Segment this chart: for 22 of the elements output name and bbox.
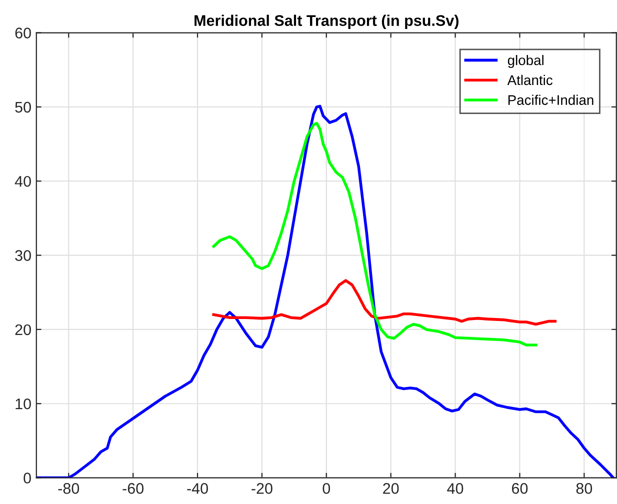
x-tick-label: 80 xyxy=(576,483,592,494)
x-tick-label: 0 xyxy=(322,483,330,494)
x-tick-label: -80 xyxy=(58,483,80,494)
x-tick-label: 40 xyxy=(447,483,464,494)
x-tick-label: 20 xyxy=(383,483,399,494)
y-tick-label: 30 xyxy=(15,250,31,261)
chart-title: Meridional Salt Transport (in psu.Sv) xyxy=(194,14,458,29)
y-tick-label: 20 xyxy=(15,324,31,336)
y-tick-label: 50 xyxy=(15,102,31,113)
x-tick-label: -20 xyxy=(252,483,272,494)
legend-label: Atlantic xyxy=(507,74,552,86)
legend-label: global xyxy=(508,54,544,68)
y-tick-label: 0 xyxy=(24,472,31,484)
line-series xyxy=(212,122,538,346)
line-series xyxy=(212,279,557,326)
y-tick-label: 60 xyxy=(15,28,31,38)
y-tick-label: 10 xyxy=(16,398,31,410)
x-tick-label: 60 xyxy=(512,483,528,494)
x-tick-label: -60 xyxy=(122,483,144,494)
y-tick-label: 40 xyxy=(14,176,31,187)
legend-label: Pacific+Indian xyxy=(508,94,594,105)
x-tick-label: -40 xyxy=(187,483,208,494)
